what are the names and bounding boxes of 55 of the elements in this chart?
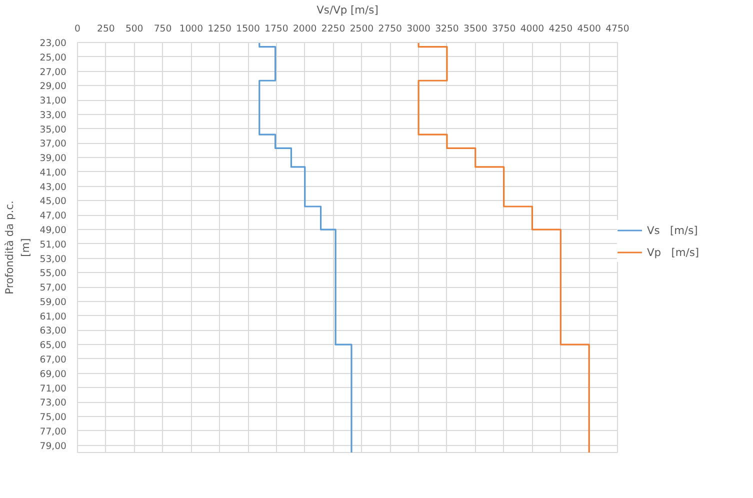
x-tick-label: 3750 (492, 24, 516, 34)
line-series (258, 42, 352, 452)
x-tick-label: 500 (125, 24, 144, 34)
y-tick-label: 49,00 (40, 225, 67, 236)
x-tick-label: 4500 (577, 24, 602, 34)
y-tick-label: 35,00 (40, 124, 67, 136)
x-tick-label: 4250 (548, 24, 573, 34)
y-tick-label: 69,00 (40, 368, 67, 380)
y-tick-label: 67,00 (40, 354, 67, 366)
y-tick-label: 75,00 (40, 412, 67, 424)
x-tick-label: 3250 (435, 24, 459, 34)
y-tick-label: 53,00 (40, 254, 67, 265)
y-tick-label: 77,00 (40, 426, 67, 438)
y-tick-label: 37,00 (40, 138, 67, 150)
x-tick-label: 250 (97, 24, 115, 34)
x-tick-label: 1000 (179, 24, 204, 34)
y-tick-label: 59,00 (40, 296, 67, 308)
y-tick-label: 47,00 (40, 210, 67, 222)
x-tick-label: 4750 (606, 24, 630, 34)
y-tick-label: 23,00 (40, 38, 67, 49)
y-tick-label: 33,00 (40, 110, 67, 121)
x-tick-label: 2750 (378, 24, 402, 34)
x-tick-label: 3000 (406, 24, 430, 34)
y-tick-label: 45,00 (40, 196, 67, 208)
y-tick-label: 43,00 (40, 182, 67, 193)
x-tick-label: 1500 (236, 24, 260, 34)
x-tick-label: 4000 (520, 24, 544, 34)
y-tick-label: 79,00 (40, 440, 67, 452)
y-tick-label: 61,00 (40, 311, 67, 322)
y-axis-title: Profondità da p.c. [m] (3, 200, 32, 294)
y-tick-label: 71,00 (40, 383, 67, 394)
x-tick-label: 1250 (208, 24, 232, 34)
y-tick-label: 73,00 (40, 398, 67, 409)
x-tick-label: 1750 (264, 24, 288, 34)
x-axis-title: Vs/Vp [m/s] (316, 4, 378, 16)
legend-label: Vp [m/s] (647, 246, 700, 258)
y-tick-label: 25,00 (40, 52, 67, 64)
y-tick-label: 55,00 (40, 268, 67, 280)
x-tick-label: 750 (154, 24, 172, 34)
x-tick-label: 0 (74, 24, 81, 34)
x-tick-label: 2250 (321, 24, 346, 34)
x-tick-label: 2500 (350, 24, 374, 34)
y-tick-label: 41,00 (40, 167, 67, 178)
legend-label: Vs [m/s] (647, 224, 698, 236)
y-tick-label: 39,00 (40, 153, 67, 164)
x-tick-label: 3500 (464, 24, 488, 34)
line-series (418, 42, 590, 452)
y-tick-label: 65,00 (40, 340, 67, 352)
y-tick-label: 51,00 (40, 239, 67, 250)
y-tick-label: 63,00 (40, 326, 67, 337)
y-tick-label: 31,00 (40, 96, 67, 107)
x-tick-label: 2000 (293, 24, 317, 34)
y-tick-label: 27,00 (40, 66, 67, 78)
y-tick-label: 29,00 (40, 81, 67, 92)
y-tick-label: 57,00 (40, 282, 67, 294)
